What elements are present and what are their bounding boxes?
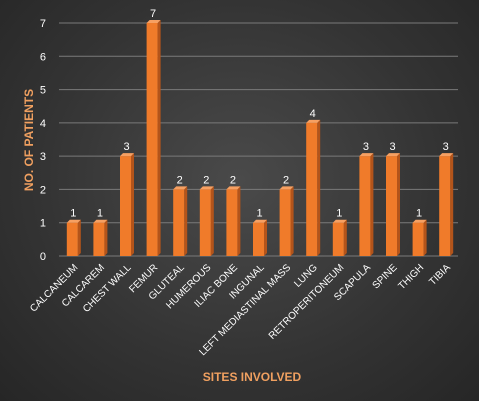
bar-front <box>359 156 371 256</box>
y-tick-label: 1 <box>40 218 46 230</box>
bar-front <box>93 222 105 256</box>
bar-top <box>146 20 161 23</box>
x-tick-label: SPINE <box>371 262 400 291</box>
bar-side <box>317 119 321 256</box>
bar <box>332 219 347 256</box>
bar <box>439 153 454 256</box>
bar <box>359 153 374 256</box>
bar-front <box>253 222 264 256</box>
bar <box>412 219 427 256</box>
bar <box>146 20 161 256</box>
data-label: 1 <box>70 208 76 220</box>
bar-front <box>306 122 318 256</box>
x-tick-label: CHEST WALL <box>81 262 134 315</box>
data-label: 1 <box>336 208 342 220</box>
bars <box>66 20 454 256</box>
y-axis-ticks: 0 1 2 3 4 5 6 7 <box>40 18 46 263</box>
bar <box>306 119 321 256</box>
data-label: 3 <box>443 141 449 153</box>
bar-top <box>386 153 400 157</box>
bar-top <box>93 219 108 223</box>
bar <box>66 219 81 256</box>
x-axis-title: SITES INVOLVED <box>203 370 302 384</box>
bar-front <box>120 156 131 256</box>
bar <box>199 186 214 256</box>
data-label: 4 <box>310 108 316 120</box>
bar-top <box>332 219 347 223</box>
data-label: 1 <box>97 208 103 220</box>
bar-side <box>237 186 241 256</box>
bar-side <box>290 186 294 256</box>
bar-side <box>343 219 347 256</box>
bar-front <box>173 189 185 256</box>
bar-front <box>332 222 344 256</box>
bar-side <box>370 153 374 256</box>
data-label: 2 <box>230 174 236 186</box>
bar-top <box>279 186 294 190</box>
bar <box>173 186 188 256</box>
bar-top <box>66 219 81 223</box>
y-tick-label: 3 <box>40 151 46 163</box>
x-tick-label: TIBIA <box>427 262 453 288</box>
bar-side <box>104 219 108 256</box>
bar-front <box>66 222 78 256</box>
data-label: 1 <box>256 208 262 220</box>
bar-side <box>157 20 161 256</box>
y-tick-label: 7 <box>40 18 46 30</box>
bar-front <box>439 156 451 256</box>
bar-side <box>397 153 400 256</box>
data-label: 2 <box>283 174 289 186</box>
data-label: 3 <box>123 141 129 153</box>
data-label: 1 <box>416 208 422 220</box>
bar <box>386 153 400 256</box>
data-label: 7 <box>150 8 156 20</box>
y-tick-label: 4 <box>40 118 46 130</box>
bar-front <box>199 189 211 256</box>
data-label: 2 <box>177 174 183 186</box>
bar-top <box>253 219 267 223</box>
y-tick-label: 0 <box>40 251 46 263</box>
bar <box>226 186 241 256</box>
bar-front <box>226 189 238 256</box>
y-tick-label: 5 <box>40 85 46 97</box>
bar-side <box>131 153 134 256</box>
data-label: 3 <box>363 141 369 153</box>
x-tick-label: THIGH <box>396 262 426 292</box>
data-label: 3 <box>389 141 395 153</box>
bar <box>93 219 108 256</box>
bar-side <box>184 186 188 256</box>
data-labels: 1 1 3 7 2 2 2 1 2 4 1 3 3 1 3 <box>70 8 449 220</box>
bar-front <box>146 23 158 256</box>
bar-front <box>279 189 291 256</box>
bar-top <box>359 153 374 157</box>
bar-top <box>412 219 427 223</box>
bar-top <box>226 186 241 190</box>
bar-side <box>423 219 427 256</box>
bar-top <box>120 153 134 157</box>
bar-front <box>386 156 397 256</box>
data-label: 2 <box>203 174 209 186</box>
bar-side <box>264 219 267 256</box>
y-axis-title: NO. OF PATIENTS <box>22 89 36 191</box>
bar <box>253 219 267 256</box>
bar-top <box>306 119 321 123</box>
y-tick-label: 6 <box>40 51 46 63</box>
y-tick-label: 2 <box>40 184 46 196</box>
bar-front <box>412 222 424 256</box>
bar-top <box>199 186 214 190</box>
bar <box>279 186 294 256</box>
bar <box>120 153 134 256</box>
bar-side <box>210 186 214 256</box>
bar-side <box>77 219 81 256</box>
bar-top <box>173 186 188 190</box>
bar-side <box>450 153 454 256</box>
bar-top <box>439 153 454 157</box>
